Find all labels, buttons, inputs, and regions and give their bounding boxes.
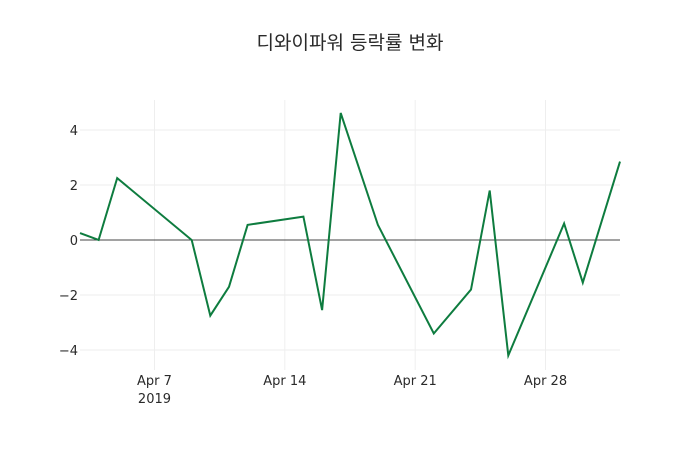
y-tick-label: 0 [70,234,78,249]
y-axis-ticks: −4 −2 0 2 4 [59,124,78,359]
x-tick-label: Apr 14 [263,374,306,389]
x-tick-label: Apr 21 [394,374,437,389]
x-axis-ticks: Apr 7 Apr 14 Apr 21 Apr 28 2019 [137,374,567,407]
x-tick-label: Apr 7 [137,374,172,389]
chart-title: 디와이파워 등락률 변화 [256,32,444,54]
y-tick-label: 4 [70,124,78,139]
y-tick-label: −4 [59,344,78,359]
y-tick-label: 2 [70,179,78,194]
x-year-label: 2019 [138,392,171,407]
x-tick-label: Apr 28 [524,374,567,389]
y-tick-label: −2 [59,289,78,304]
series-line-등락률 [79,112,621,360]
